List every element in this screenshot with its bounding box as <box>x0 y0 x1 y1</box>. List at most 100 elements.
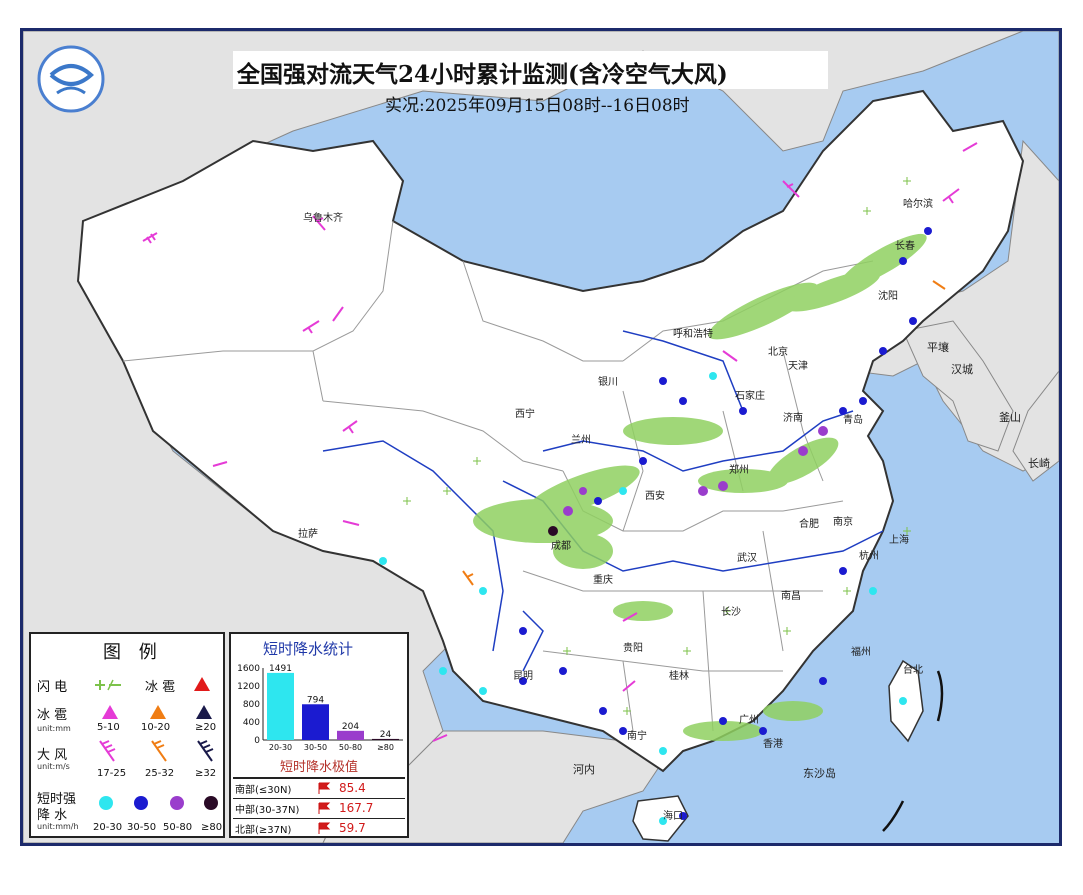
city-label: 昆明 <box>513 671 533 682</box>
legend-hail-marker-label: 冰 雹 <box>145 680 176 695</box>
legend-rain-unit: unit:mm/h <box>37 822 79 831</box>
rain-dots-icon <box>99 796 218 810</box>
x-tick-label: 20-30 <box>269 743 292 752</box>
bar <box>267 672 294 740</box>
extreme-region: 中部(30-37N) <box>235 805 300 816</box>
y-tick-label: 1600 <box>237 664 260 674</box>
stats-title: 短时降水统计 <box>263 640 354 658</box>
wind-25-32-icon <box>151 740 167 762</box>
legend-wind-unit: unit:m/s <box>37 762 70 771</box>
extreme-value: 85.4 <box>339 781 366 795</box>
bar <box>337 730 364 740</box>
legend-hail-label: 冰 雹 <box>37 708 68 723</box>
city-label: 天津 <box>788 361 808 372</box>
extreme-row-middle: 中部(30-37N) 167.7 <box>233 798 405 818</box>
extreme-value: 167.7 <box>339 801 374 815</box>
city-label: 重庆 <box>593 575 613 586</box>
rain-count-chart: 1600 1200 800 400 0 1491 20-30 794 30-50 204 50-80… <box>237 664 403 752</box>
x-tick-label: 50-80 <box>339 743 362 752</box>
place-label: 河内 <box>573 763 595 776</box>
y-tick-label: 400 <box>243 718 260 728</box>
japan-islands <box>1012 370 1059 482</box>
bar <box>372 738 399 740</box>
flag-icon <box>318 802 331 814</box>
lightning-icon <box>95 679 121 691</box>
city-label: 福州 <box>851 647 871 658</box>
map-subtitle: 实况:2025年09月15日08时--16日08时 <box>385 96 690 116</box>
city-label: 西宁 <box>515 409 535 420</box>
rain-range: ≥80 <box>201 822 223 833</box>
city-label: 北京 <box>768 347 788 358</box>
city-label: 杭州 <box>859 551 879 562</box>
city-label: 上海 <box>889 535 909 546</box>
rain-range: 50-80 <box>163 822 193 833</box>
place-label: 汉城 <box>951 363 973 376</box>
lightning-marks <box>403 177 911 715</box>
wind-32-icon <box>197 740 214 762</box>
map-title: 全国强对流天气24小时累计监测(含冷空气大风) <box>237 61 728 88</box>
city-label: 呼和浩特 <box>673 329 713 340</box>
city-label: 青岛 <box>843 415 863 426</box>
place-label: 长崎 <box>1028 457 1050 470</box>
city-label: 广州 <box>739 715 759 726</box>
legend-rain-label-1: 短时强 <box>37 792 77 807</box>
city-label: 长春 <box>895 241 915 252</box>
stats-panel: 短时降水统计 1600 1200 800 400 0 1491 20-30 794 30-50 2… <box>229 632 409 838</box>
y-tick-label: 0 <box>254 736 260 746</box>
wind-range: 25-32 <box>145 768 175 779</box>
hail-10-20-icon <box>150 705 166 719</box>
hail-5-10-icon <box>102 705 118 719</box>
wind-marks <box>142 142 978 742</box>
legend-hail-unit: unit:mm <box>37 724 71 733</box>
city-label: 武汉 <box>737 553 757 564</box>
x-tick-label: ≥80 <box>377 743 394 752</box>
city-label: 银川 <box>598 377 618 388</box>
logo-icon <box>37 45 105 113</box>
y-tick-label: 1200 <box>237 682 260 692</box>
legend-panel: 图 例 闪 电 冰 雹 冰 雹 unit:mm 5-10 10-20 ≥20 大… <box>29 632 225 838</box>
city-label: 桂林 <box>669 671 689 682</box>
extreme-value: 59.7 <box>339 821 366 835</box>
legend-rain-label-2: 降 水 <box>37 808 68 823</box>
south-sea-dashes <box>882 670 944 832</box>
extreme-title: 短时降水极值 <box>233 756 405 778</box>
place-label: 釜山 <box>999 411 1021 424</box>
wind-17-25-icon <box>99 740 116 762</box>
bar-value-label: 204 <box>342 722 359 732</box>
strong-wind-marks <box>462 280 946 586</box>
city-label: 西安 <box>645 491 665 502</box>
rain-range: 30-50 <box>127 822 157 833</box>
legend-lightning-label: 闪 电 <box>37 680 68 695</box>
city-label: 乌鲁木齐 <box>303 213 343 224</box>
city-label: 石家庄 <box>735 391 765 402</box>
bar <box>302 704 329 740</box>
extreme-region: 南部(≤30N) <box>235 785 292 796</box>
hail-range: ≥20 <box>195 722 217 733</box>
bar-value-label: 1491 <box>269 664 292 674</box>
extreme-region: 北部(≥37N) <box>235 825 292 836</box>
legend-title: 图 例 <box>103 642 163 663</box>
city-label: 郑州 <box>729 465 749 476</box>
rain-range: 20-30 <box>93 822 123 833</box>
bar-value-label: 24 <box>380 730 392 740</box>
city-label: 海口 <box>663 811 683 822</box>
city-label: 台北 <box>903 665 923 676</box>
city-label: 南宁 <box>627 731 647 742</box>
wind-range: 17-25 <box>97 768 127 779</box>
city-label: 长沙 <box>721 607 741 618</box>
city-label: 沈阳 <box>878 291 898 302</box>
korea-peninsula <box>902 320 1014 452</box>
city-label: 成都 <box>551 541 571 552</box>
title-background <box>233 51 828 89</box>
wind-range: ≥32 <box>195 768 217 779</box>
extreme-row-south: 南部(≤30N) 85.4 <box>233 778 405 798</box>
city-label: 合肥 <box>799 519 819 530</box>
hail-range: 10-20 <box>141 722 171 733</box>
map-frame: 全国强对流天气24小时累计监测(含冷空气大风) 实况:2025年09月15日08… <box>20 28 1062 846</box>
x-tick-label: 30-50 <box>304 743 327 752</box>
hail-marker-icon <box>194 677 210 691</box>
city-label: 哈尔滨 <box>903 199 933 210</box>
place-label: 东沙岛 <box>803 767 836 780</box>
city-label: 兰州 <box>571 435 591 446</box>
flag-icon <box>318 782 331 794</box>
